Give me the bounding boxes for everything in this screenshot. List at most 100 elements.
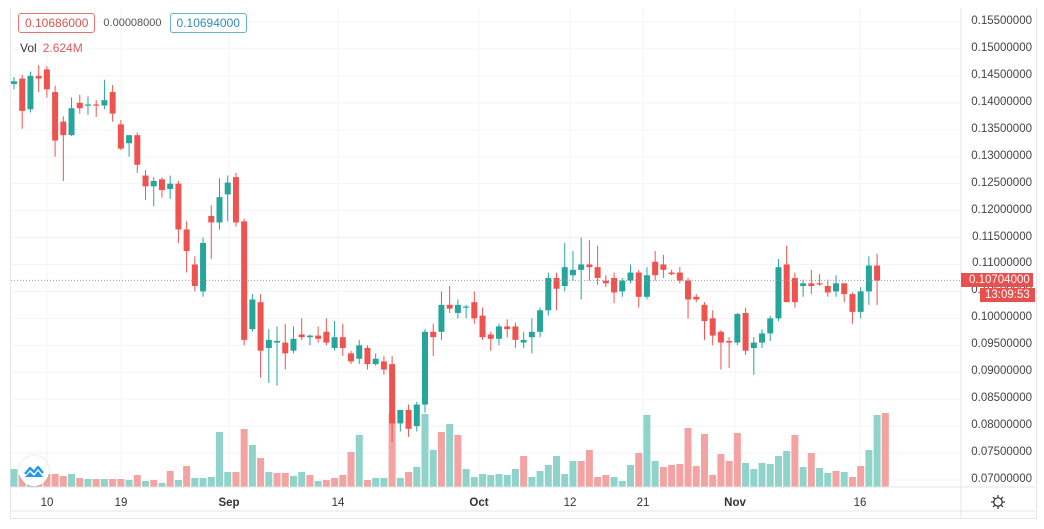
candle xyxy=(775,267,782,319)
price-axis-label: 0.14500000 xyxy=(971,68,1032,81)
volume-bar xyxy=(10,469,18,487)
volume-bar xyxy=(59,476,67,487)
time-axis-label: Sep xyxy=(218,497,240,509)
candle xyxy=(553,277,560,289)
volume-bar xyxy=(733,433,741,487)
volume-bar xyxy=(742,463,750,487)
volume-value: 2.624M xyxy=(42,41,83,55)
tradingview-logo-icon[interactable] xyxy=(19,456,49,486)
candle xyxy=(76,102,83,109)
candle xyxy=(282,342,289,354)
candle xyxy=(60,121,67,136)
volume-bar xyxy=(339,475,347,487)
volume-bar xyxy=(651,461,659,487)
volume-bar xyxy=(832,471,840,487)
volume-bar xyxy=(314,481,322,487)
candle xyxy=(586,264,593,268)
candle xyxy=(150,180,157,187)
candle xyxy=(627,272,634,281)
candle xyxy=(504,326,511,330)
volume-bar xyxy=(783,451,791,487)
volume-bar xyxy=(528,477,536,487)
volume-bar xyxy=(183,466,191,487)
candle xyxy=(487,334,494,339)
candle xyxy=(52,92,59,141)
volume-bar xyxy=(643,415,651,487)
candle xyxy=(537,310,544,332)
candle xyxy=(117,124,124,149)
candle xyxy=(27,75,34,110)
volume-bar xyxy=(174,480,182,487)
candle xyxy=(356,345,363,359)
candle xyxy=(257,302,264,351)
candle xyxy=(249,299,256,330)
volume-legend[interactable]: Vol 2.624M xyxy=(20,41,83,55)
volume-bar xyxy=(150,480,158,487)
candle xyxy=(726,340,733,343)
volume-bar xyxy=(363,480,371,487)
volume-bar xyxy=(709,475,717,487)
candle xyxy=(874,265,881,281)
volume-bar xyxy=(807,453,815,487)
volume-bars xyxy=(10,413,889,487)
candle xyxy=(134,135,141,165)
time-axis-label: 21 xyxy=(636,497,650,509)
candle xyxy=(685,280,692,300)
candle xyxy=(824,286,831,293)
price-axis-label: 0.12000000 xyxy=(971,203,1032,216)
candle xyxy=(43,69,50,90)
candle xyxy=(545,277,552,311)
volume-bar xyxy=(298,472,306,487)
volume-bar xyxy=(717,454,725,487)
volume-bar xyxy=(142,481,150,487)
volume-bar xyxy=(511,469,519,487)
candle xyxy=(471,302,478,319)
candle xyxy=(68,108,75,136)
volume-bar xyxy=(207,477,215,487)
candle xyxy=(602,280,609,284)
candle xyxy=(833,283,839,292)
volume-bar xyxy=(561,474,569,487)
candle xyxy=(389,364,396,424)
candle xyxy=(849,294,856,312)
candle xyxy=(635,272,642,297)
candle xyxy=(561,267,568,287)
candle xyxy=(767,318,774,334)
candle xyxy=(791,277,798,303)
volume-bar xyxy=(881,413,889,487)
volume-bar xyxy=(355,435,363,487)
price-axis-label: 0.13500000 xyxy=(971,122,1032,135)
candle xyxy=(528,331,535,338)
volume-bar xyxy=(470,477,478,487)
volume-bar xyxy=(191,478,199,487)
candle xyxy=(750,342,757,348)
candle xyxy=(290,338,297,351)
volume-bar xyxy=(446,424,454,487)
volume-bar xyxy=(799,467,807,487)
candle xyxy=(11,81,17,84)
price-axis-label: 0.14000000 xyxy=(971,95,1032,108)
volume-bar xyxy=(544,465,552,487)
candle xyxy=(709,318,716,336)
volume-bar xyxy=(388,414,396,487)
gear-icon[interactable] xyxy=(990,494,1006,510)
candle xyxy=(594,267,601,278)
candle xyxy=(101,100,108,106)
volume-bar xyxy=(240,429,248,487)
price-axis-label: 0.11500000 xyxy=(972,230,1032,243)
candle xyxy=(701,304,708,322)
candle xyxy=(315,335,322,339)
price-axis-label: 0.07000000 xyxy=(971,472,1032,485)
candle xyxy=(676,272,683,281)
candle xyxy=(520,339,527,343)
volume-bar xyxy=(676,464,684,487)
candle xyxy=(397,409,404,424)
volume-bar xyxy=(232,472,240,487)
volume-bar xyxy=(857,466,865,487)
volume-bar xyxy=(331,478,339,487)
volume-bar xyxy=(224,472,232,487)
time-axis-label: Nov xyxy=(724,497,746,509)
volume-bar xyxy=(659,467,667,487)
volume-bar xyxy=(725,461,733,487)
